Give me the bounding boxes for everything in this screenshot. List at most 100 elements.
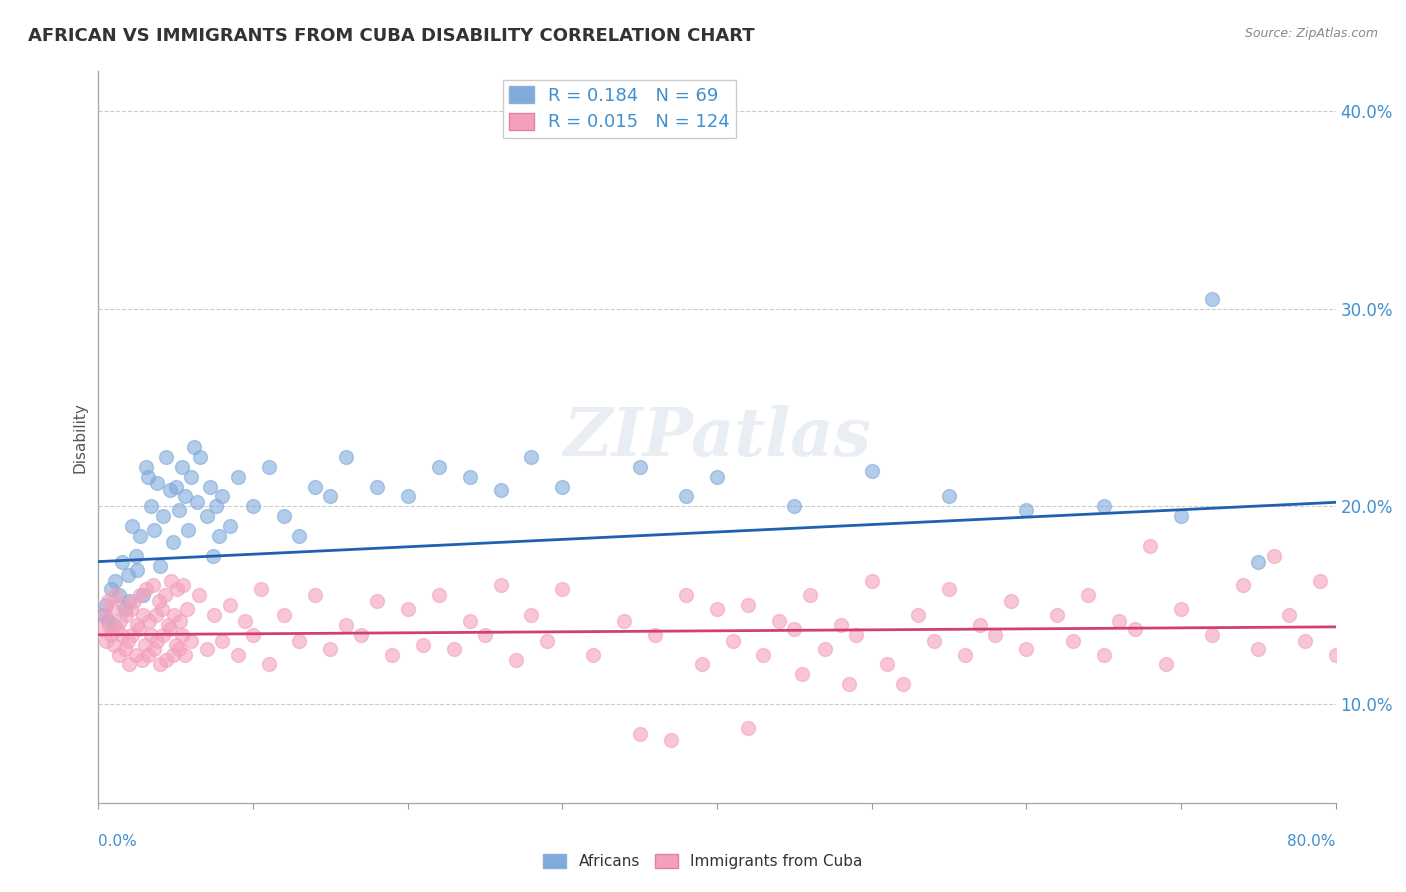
Point — [1247, 555, 1270, 569]
Point — [1247, 641, 1270, 656]
Point — [146, 633, 169, 648]
Point — [134, 638, 156, 652]
Point — [132, 588, 155, 602]
Point — [143, 641, 166, 656]
Point — [1232, 578, 1254, 592]
Point — [520, 607, 543, 622]
Point — [128, 622, 150, 636]
Point — [124, 549, 146, 563]
Point — [121, 519, 143, 533]
Point — [208, 529, 231, 543]
Point — [257, 459, 280, 474]
Point — [505, 653, 527, 667]
Point — [242, 500, 264, 514]
Point — [112, 598, 135, 612]
Point — [118, 657, 141, 672]
Point — [96, 633, 118, 648]
Point — [582, 648, 605, 662]
Point — [1201, 292, 1223, 306]
Point — [195, 509, 218, 524]
Point — [304, 588, 326, 602]
Point — [412, 638, 434, 652]
Point — [1139, 539, 1161, 553]
Point — [183, 440, 205, 454]
Point — [167, 503, 190, 517]
Point — [129, 529, 152, 543]
Point — [814, 641, 837, 656]
Point — [91, 607, 114, 622]
Point — [103, 638, 125, 652]
Point — [155, 450, 177, 464]
Point — [458, 614, 481, 628]
Point — [768, 614, 790, 628]
Point — [350, 628, 373, 642]
Point — [148, 594, 170, 608]
Point — [1309, 574, 1331, 589]
Point — [96, 598, 118, 612]
Point — [1000, 594, 1022, 608]
Point — [107, 648, 129, 662]
Point — [304, 479, 326, 493]
Point — [427, 588, 450, 602]
Point — [100, 628, 122, 642]
Point — [799, 588, 821, 602]
Point — [288, 529, 311, 543]
Legend: Africans, Immigrants from Cuba: Africans, Immigrants from Cuba — [537, 848, 869, 875]
Point — [127, 618, 149, 632]
Point — [474, 628, 496, 642]
Point — [186, 495, 208, 509]
Point — [335, 618, 357, 632]
Point — [211, 489, 233, 503]
Point — [149, 558, 172, 573]
Point — [706, 469, 728, 483]
Point — [129, 588, 152, 602]
Point — [176, 602, 198, 616]
Point — [427, 459, 450, 474]
Point — [1154, 657, 1177, 672]
Point — [172, 578, 194, 592]
Point — [737, 721, 759, 735]
Point — [335, 450, 357, 464]
Point — [135, 459, 157, 474]
Point — [319, 641, 342, 656]
Point — [737, 598, 759, 612]
Point — [922, 633, 945, 648]
Point — [111, 555, 132, 569]
Point — [118, 594, 141, 608]
Point — [170, 459, 193, 474]
Point — [117, 633, 139, 648]
Point — [366, 479, 388, 493]
Point — [169, 614, 191, 628]
Point — [1015, 503, 1038, 517]
Point — [1263, 549, 1285, 563]
Point — [132, 607, 155, 622]
Point — [127, 562, 149, 576]
Point — [180, 469, 202, 483]
Point — [366, 594, 388, 608]
Point — [783, 500, 806, 514]
Point — [115, 607, 138, 622]
Point — [121, 628, 143, 642]
Point — [1108, 614, 1130, 628]
Point — [205, 500, 228, 514]
Point — [1123, 622, 1146, 636]
Point — [136, 648, 159, 662]
Point — [381, 648, 404, 662]
Point — [1294, 633, 1316, 648]
Point — [443, 641, 465, 656]
Point — [165, 638, 187, 652]
Point — [145, 607, 167, 622]
Point — [163, 607, 186, 622]
Point — [98, 618, 121, 632]
Point — [257, 657, 280, 672]
Point — [551, 479, 574, 493]
Point — [675, 489, 697, 503]
Point — [1201, 628, 1223, 642]
Point — [103, 618, 125, 632]
Point — [107, 588, 129, 602]
Point — [101, 602, 124, 616]
Point — [628, 726, 651, 740]
Point — [219, 519, 242, 533]
Point — [108, 614, 131, 628]
Point — [1278, 607, 1301, 622]
